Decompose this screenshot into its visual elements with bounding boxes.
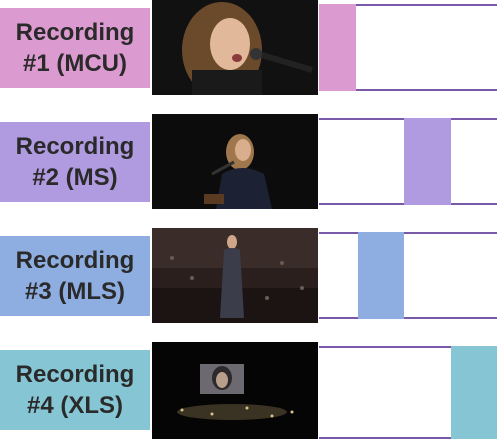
recording-row-3: Recording #3 (MLS) [0, 228, 499, 323]
recording-segment-3 [358, 232, 405, 319]
recording-row-1: Recording #1 (MCU) [0, 0, 499, 95]
recording-label-text-2: Recording #2 (MS) [15, 133, 135, 191]
recording-label-text-4: Recording #4 (XLS) [15, 361, 135, 419]
recording-label-1: Recording #1 (MCU) [0, 8, 150, 88]
recording-timeline-4 [319, 346, 497, 439]
recording-timeline-2 [319, 118, 497, 205]
recording-frame-3 [152, 228, 318, 323]
singer-medium-long-shot-image [152, 228, 318, 323]
recording-label-2: Recording #2 (MS) [0, 122, 150, 202]
recording-segment-1 [319, 4, 357, 91]
recording-label-3: Recording #3 (MLS) [0, 236, 150, 316]
recording-label-text-1: Recording #1 (MCU) [15, 19, 135, 77]
recording-segment-2 [404, 118, 451, 205]
stadium-wide-shot-image [152, 342, 318, 439]
recording-label-4: Recording #4 (XLS) [0, 350, 150, 430]
recording-frame-4 [152, 342, 318, 439]
recording-timeline-3 [319, 232, 497, 319]
recording-label-text-3: Recording #3 (MLS) [15, 247, 135, 305]
singer-closeup-image [152, 0, 318, 95]
recording-frame-1 [152, 0, 318, 95]
recording-row-4: Recording #4 (XLS) [0, 342, 499, 439]
recording-row-2: Recording #2 (MS) [0, 114, 499, 209]
recording-segment-4 [450, 346, 497, 439]
recording-frame-2 [152, 114, 318, 209]
recording-timeline-1 [319, 4, 497, 91]
singer-medium-shot-image [152, 114, 318, 209]
